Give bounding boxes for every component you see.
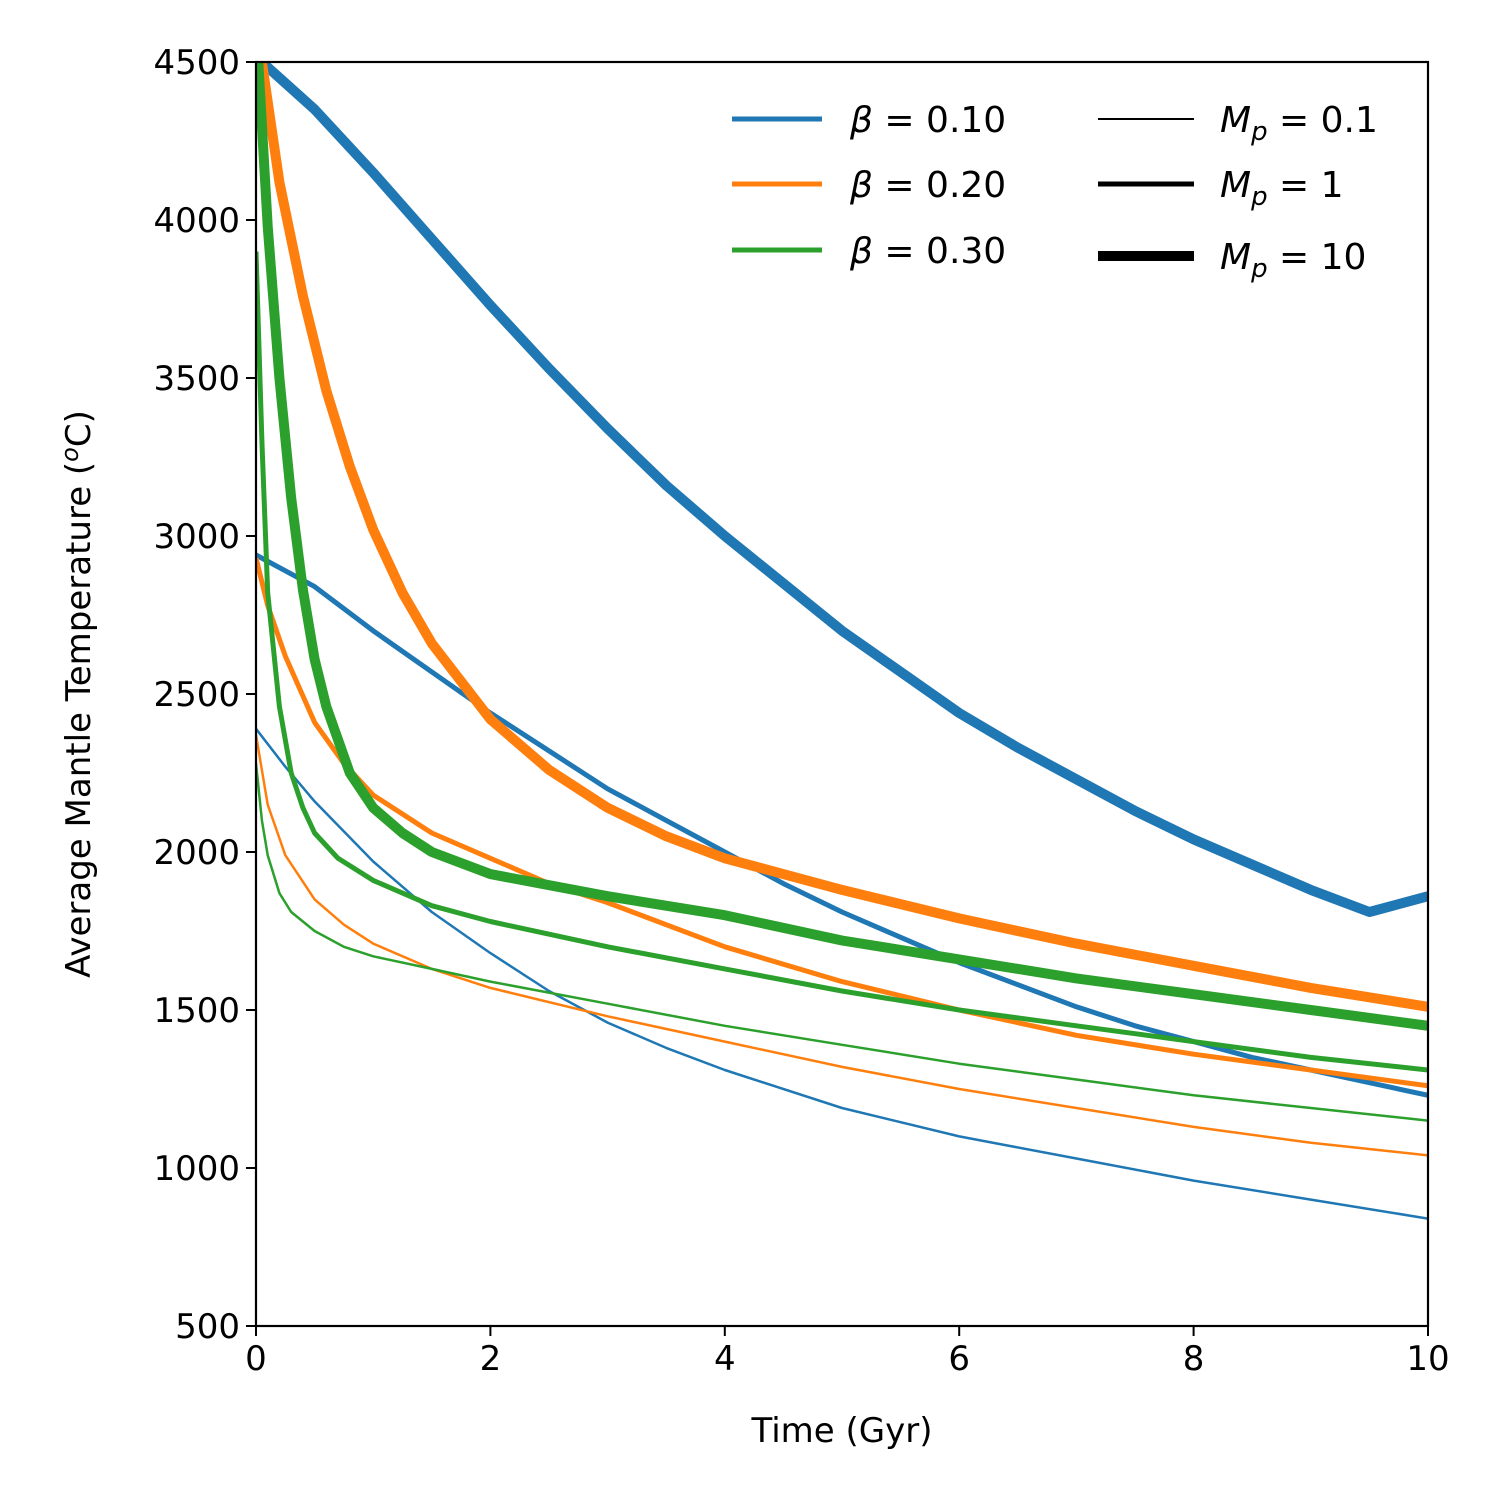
x-axis-label: Time (Gyr) [751,1411,933,1451]
x-tick-label: 0 [245,1339,267,1379]
y-tick-label: 1500 [153,991,240,1031]
legend-beta-0-20-label: β = 0.20 [849,165,1006,206]
legend-mp-0-1-label: Mp = 0.1 [1220,100,1378,147]
series-line-beta-0-30-mp-0-1 [256,763,1428,1122]
y-tick-label: 500 [175,1307,240,1347]
x-tick-label: 10 [1406,1339,1449,1379]
x-tick-label: 2 [480,1339,502,1379]
x-tick-label: 6 [948,1339,970,1379]
y-tick-label: 2500 [153,675,240,715]
y-tick-label: 3000 [153,517,240,557]
y-tick-label: 1000 [153,1149,240,1189]
y-tick-label: 2000 [153,833,240,873]
legend-beta-0-10-label: β = 0.10 [849,100,1006,141]
legend-beta-0-30-label: β = 0.30 [849,231,1006,272]
series-line-beta-0-30-mp-1 [256,251,1428,1073]
legend-mp-10-label: Mp = 10 [1220,237,1366,284]
y-tick-label: 3500 [153,359,240,399]
series-line-beta-0-20-mp-10 [256,62,1428,1012]
y-axis-label: Average Mantle Temperature (oC) [56,410,99,978]
x-tick-label: 8 [1183,1339,1205,1379]
series-line-beta-0-10-mp-0-1 [256,728,1428,1220]
series-line-beta-0-10-mp-1 [256,552,1428,1098]
series-line-beta-0-10-mp-10 [258,62,1428,917]
legend: β = 0.10 β = 0.20 β = 0.30 Mp = 0.1 Mp = 1 Mp… [732,100,1378,284]
axis-ticks: 0 2 4 6 8 10 500 1000 1500 2000 2500 3000 3500 4000 45… [153,43,1449,1379]
series-line-beta-0-30-mp-10 [256,62,1428,1031]
series-line-beta-0-20-mp-0-1 [256,734,1428,1157]
plot-frame [254,60,1430,1328]
y-tick-label: 4000 [153,201,240,241]
legend-mp-1-label: Mp = 1 [1220,165,1344,212]
x-tick-label: 4 [714,1339,736,1379]
y-tick-label: 4500 [153,43,240,83]
series-layer [256,62,1428,1220]
